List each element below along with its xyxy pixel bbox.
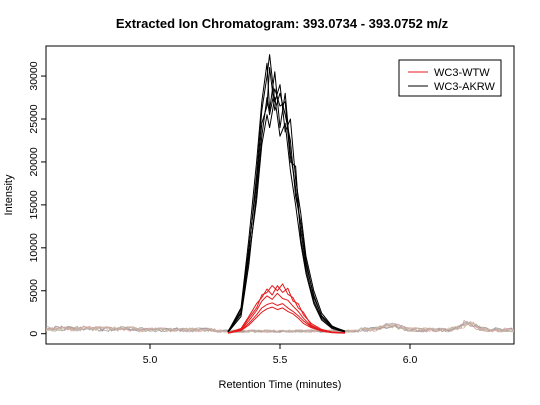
series-line-wc3-akrw-rep3 — [227, 88, 346, 333]
series-lines — [227, 54, 346, 334]
x-tick-label: 5.0 — [143, 354, 158, 366]
series-line-wc3-wtw-rep1 — [227, 285, 346, 334]
baseline-noise — [46, 319, 514, 333]
y-tick-label: 10000 — [28, 233, 40, 262]
y-tick-label: 25000 — [28, 104, 40, 133]
series-line-wc3-wtw-rep4 — [227, 306, 346, 334]
series-line-wc3-akrw-rep2 — [227, 54, 346, 333]
x-tick-label: 6.0 — [403, 354, 418, 366]
legend-label-wtw: WC3-WTW — [434, 67, 490, 79]
y-tick-label: 15000 — [28, 190, 40, 219]
y-tick-label: 5000 — [28, 279, 40, 303]
series-line-wc3-wtw-rep2 — [227, 283, 346, 334]
series-line-wc3-akrw-rep4 — [227, 67, 346, 332]
series-line-wc3-wtw-rep5 — [227, 292, 346, 334]
baseline-noise-trace — [46, 322, 514, 333]
series-wc3-akrw — [227, 54, 346, 333]
x-axis-label: Retention Time (minutes) — [219, 379, 342, 391]
baseline-noise-trace — [46, 321, 514, 333]
x-axis: 5.0 5.5 6.0 — [143, 344, 418, 366]
legend-box — [398, 59, 502, 97]
series-line-wc3-wtw-rep3 — [227, 302, 346, 334]
y-axis: 0 5000 10000 15000 20000 25000 30000 — [28, 61, 46, 337]
y-tick-label: 30000 — [28, 61, 40, 90]
legend: WC3-WTW WC3-AKRW — [398, 59, 502, 97]
chart-title: Extracted Ion Chromatogram: 393.0734 - 3… — [116, 16, 449, 31]
y-axis-label: Intensity — [3, 174, 15, 215]
x-tick-label: 5.5 — [273, 354, 288, 366]
series-wc3-wtw — [227, 283, 346, 334]
series-line-wc3-akrw-rep5 — [227, 97, 346, 333]
legend-label-akrw: WC3-AKRW — [434, 81, 496, 93]
y-tick-label: 0 — [28, 331, 40, 337]
y-tick-label: 20000 — [28, 147, 40, 176]
